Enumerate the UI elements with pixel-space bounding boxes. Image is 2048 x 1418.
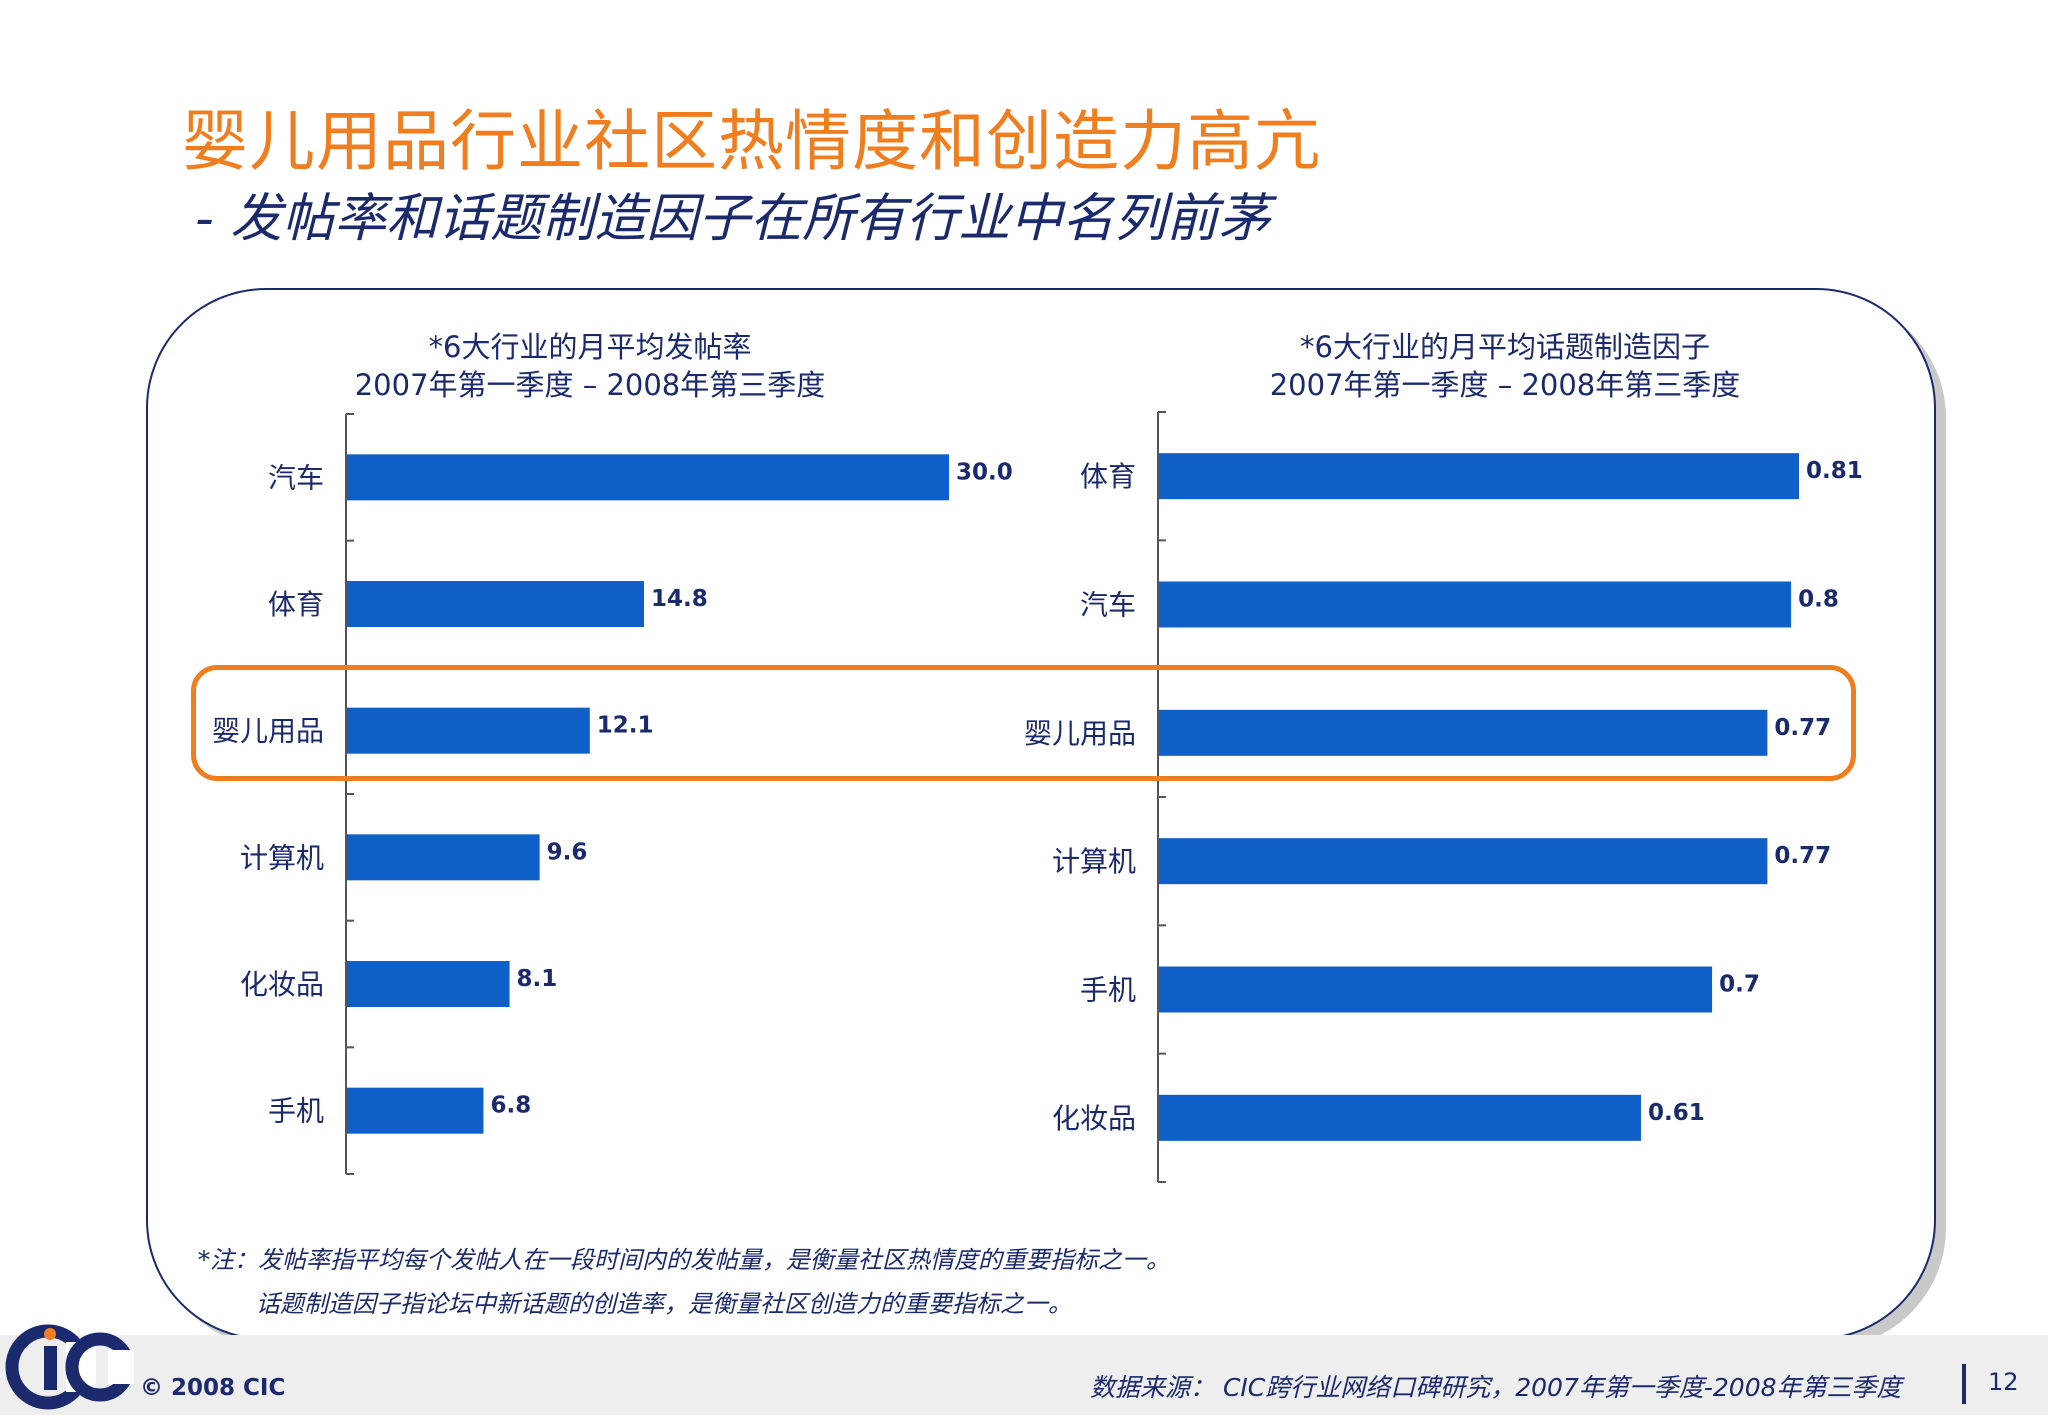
value-label: 0.8 bbox=[1798, 587, 1839, 613]
data-source: 数据来源： CIC跨行业网络口碑研究，2007年第一季度-2008年第三季度 bbox=[1090, 1373, 1902, 1402]
left-chart-title-line2: 2007年第一季度 – 2008年第三季度 bbox=[354, 368, 826, 402]
right-chart-title: *6大行业的月平均话题制造因子 2007年第一季度 – 2008年第三季度 bbox=[1230, 328, 1780, 404]
value-label: 30.0 bbox=[956, 459, 1013, 485]
bar bbox=[1159, 709, 1768, 756]
category-label: 化妆品 bbox=[240, 968, 324, 1001]
category-label: 体育 bbox=[268, 588, 324, 621]
category-label: 化妆品 bbox=[1052, 1102, 1136, 1135]
cic-logo-icon bbox=[5, 1324, 134, 1410]
category-label: 婴儿用品 bbox=[1024, 717, 1136, 750]
bar bbox=[347, 961, 510, 1007]
category-label: 汽车 bbox=[268, 461, 324, 494]
value-label: 14.8 bbox=[651, 586, 708, 612]
bar bbox=[347, 581, 644, 627]
value-label: 8.1 bbox=[517, 966, 558, 992]
slide-title: 婴儿用品行业社区热情度和创造力高亢 bbox=[182, 103, 1321, 180]
copyright: © 2008 CIC bbox=[140, 1375, 286, 1401]
value-label: 0.81 bbox=[1806, 458, 1863, 484]
value-label: 6.8 bbox=[490, 1093, 531, 1119]
bar bbox=[347, 1087, 484, 1134]
bar bbox=[1159, 966, 1713, 1013]
bar bbox=[347, 834, 540, 881]
category-label: 手机 bbox=[1080, 974, 1136, 1007]
left-chart-title-line1: *6大行业的月平均发帖率 bbox=[428, 330, 752, 364]
note-line-1: *注：发帖率指平均每个发帖人在一段时间内的发帖量，是衡量社区热情度的重要指标之一… bbox=[198, 1246, 1170, 1274]
highlight-box bbox=[191, 665, 1856, 781]
category-label: 婴儿用品 bbox=[212, 715, 324, 748]
right-chart-title-line2: 2007年第一季度 – 2008年第三季度 bbox=[1269, 368, 1741, 402]
slide-subtitle: - 发帖率和话题制造因子在所有行业中名列前茅 bbox=[195, 189, 1271, 249]
bar bbox=[347, 454, 949, 501]
category-label: 计算机 bbox=[240, 841, 324, 874]
right-chart-title-line1: *6大行业的月平均话题制造因子 bbox=[1300, 330, 1710, 364]
bar bbox=[1159, 453, 1799, 500]
page-number: 12 bbox=[1988, 1368, 2019, 1396]
value-label: 0.77 bbox=[1774, 843, 1831, 869]
bar bbox=[1159, 581, 1792, 628]
value-label: 0.77 bbox=[1774, 715, 1831, 741]
value-label: 9.6 bbox=[547, 839, 588, 865]
bar bbox=[1159, 838, 1768, 885]
left-chart-title: *6大行业的月平均发帖率 2007年第一季度 – 2008年第三季度 bbox=[330, 328, 850, 404]
category-label: 计算机 bbox=[1052, 845, 1136, 878]
value-label: 12.1 bbox=[597, 713, 654, 739]
note-line-2: 话题制造因子指论坛中新话题的创造率，是衡量社区创造力的重要指标之一。 bbox=[256, 1290, 1072, 1318]
bar bbox=[347, 707, 590, 754]
value-label: 0.61 bbox=[1648, 1100, 1705, 1126]
category-label: 汽车 bbox=[1080, 589, 1136, 622]
footer-band bbox=[0, 1335, 2048, 1415]
page-divider bbox=[1962, 1364, 1966, 1404]
bar bbox=[1159, 1094, 1641, 1141]
value-label: 0.7 bbox=[1719, 972, 1760, 998]
category-label: 手机 bbox=[268, 1095, 324, 1128]
category-label: 体育 bbox=[1080, 460, 1136, 493]
